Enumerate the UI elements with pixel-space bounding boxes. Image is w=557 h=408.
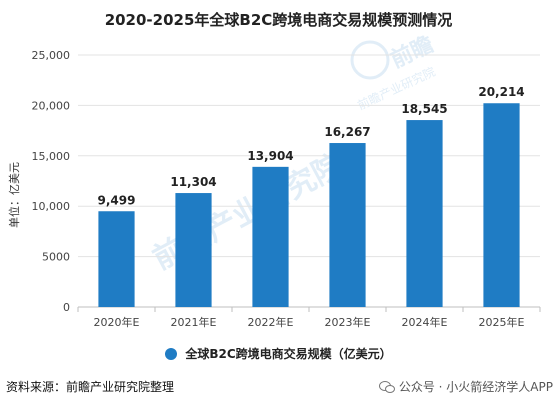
y-tick-label: 10,000 [32, 200, 71, 213]
legend-marker [165, 347, 178, 360]
bar-chart: 前瞻产业研究院 前瞻 前瞻产业研究院 0500010,00015,00020,0… [7, 31, 541, 329]
x-tick-label: 2020年E [94, 315, 140, 329]
x-tick-label: 2023年E [325, 315, 371, 329]
bar [483, 103, 520, 307]
wechat-icon [378, 380, 395, 393]
footer: 资料来源：前瞻产业研究院整理 公众号 · 小火箭经济学人APP [0, 370, 557, 408]
y-axis-label: 单位：亿美元 [7, 162, 21, 228]
data-label: 20,214 [478, 85, 524, 99]
bar [406, 120, 443, 307]
bar [175, 193, 212, 307]
watermark-logo: 前瞻 前瞻产业研究院 [350, 31, 437, 113]
x-tick-label: 2024年E [402, 315, 448, 329]
wechat-attribution-text: 公众号 · 小火箭经济学人APP [398, 380, 553, 394]
legend-label: 全球B2C跨境电商交易规模（亿美元） [185, 347, 392, 361]
data-label: 18,545 [401, 102, 447, 116]
gridlines [78, 54, 540, 258]
x-tick-label: 2021年E [171, 315, 217, 329]
source-note: 资料来源：前瞻产业研究院整理 [6, 380, 175, 394]
y-tick-label: 0 [63, 301, 70, 314]
y-tick-label: 25,000 [32, 49, 71, 62]
bars [98, 103, 520, 307]
wechat-attribution: 公众号 · 小火箭经济学人APP [378, 378, 553, 395]
bar [98, 211, 135, 307]
chart-title: 2020-2025年全球B2C跨境电商交易规模预测情况 [104, 11, 453, 29]
data-label: 11,304 [170, 175, 216, 189]
y-tick-label: 20,000 [32, 99, 71, 112]
x-tick-label: 2025年E [479, 315, 525, 329]
axes: 0 5000 10,000 15,000 20,000 25,000 2020年E 2021年… [32, 49, 541, 329]
legend: 全球B2C跨境电商交易规模（亿美元） [0, 345, 557, 362]
data-label: 16,267 [324, 125, 370, 139]
y-tick-label: 15,000 [32, 150, 71, 163]
y-tick-label: 5000 [42, 251, 70, 264]
data-label: 9,499 [98, 193, 136, 207]
x-tick-label: 2022年E [248, 315, 294, 329]
data-label: 13,904 [247, 149, 293, 163]
bar [252, 166, 289, 307]
bar [329, 143, 366, 307]
data-labels: 9,499 11,304 13,904 16,267 18,545 20,214 [98, 85, 525, 207]
